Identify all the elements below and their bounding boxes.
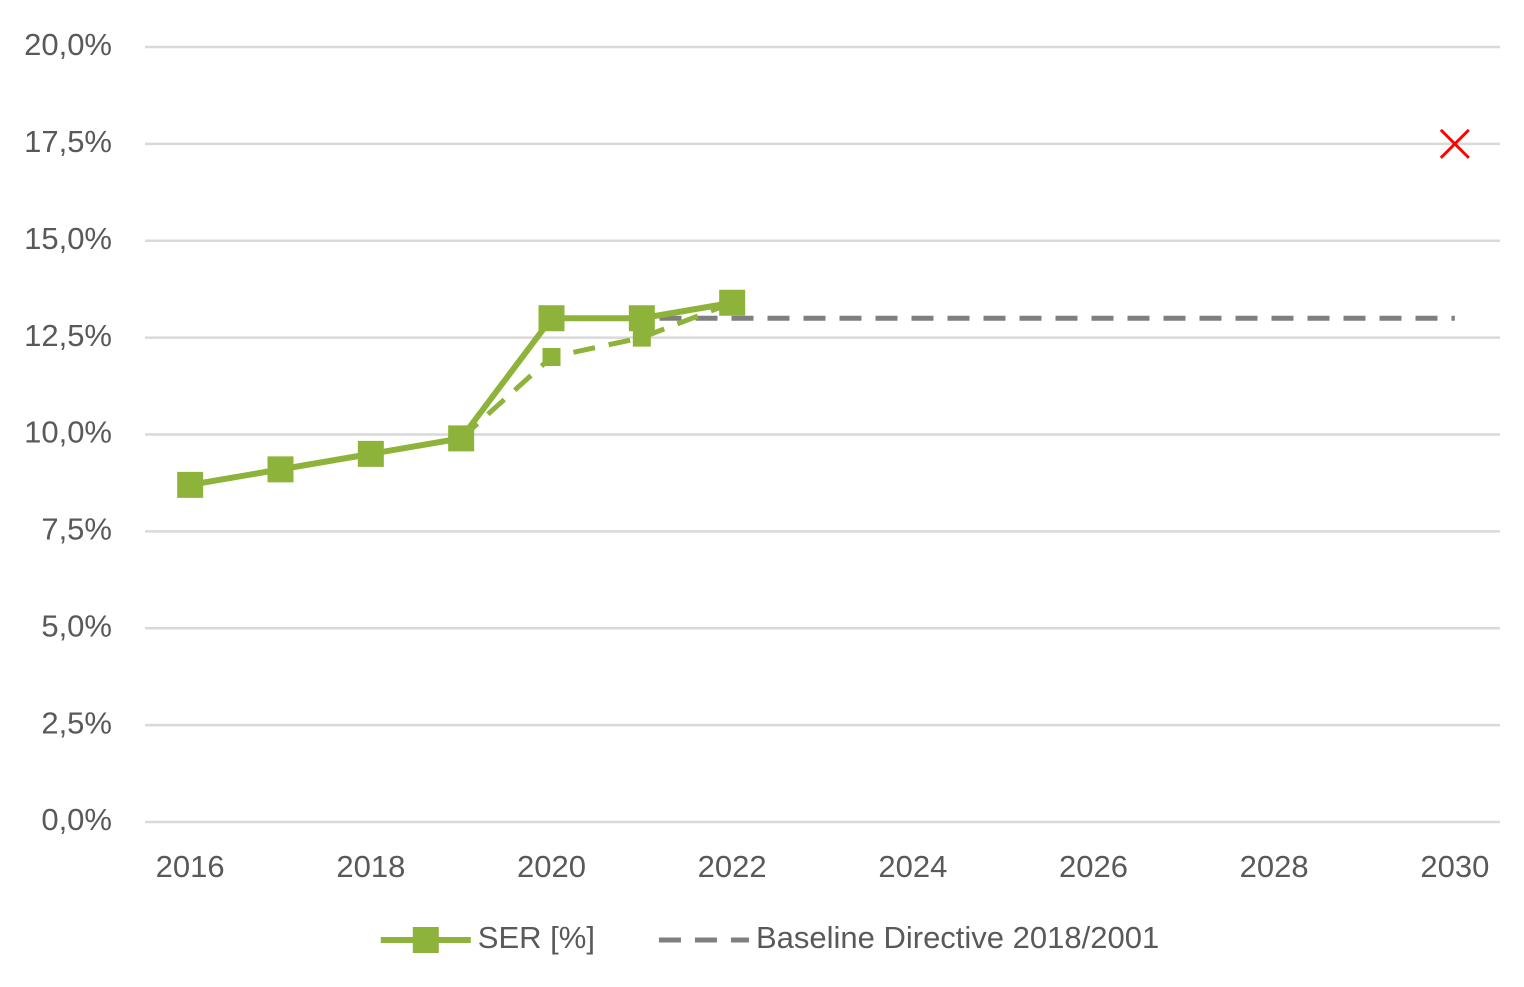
x-tick-label: 2024 — [878, 849, 947, 884]
x-tick-label: 2020 — [517, 849, 586, 884]
legend-label: Baseline Directive 2018/2001 — [756, 920, 1159, 955]
marker — [448, 425, 475, 452]
y-tick-label: 10,0% — [24, 415, 112, 450]
legend-item: Baseline Directive 2018/2001 — [658, 920, 1159, 955]
series-line — [459, 300, 734, 441]
y-tick-label: 2,5% — [41, 705, 112, 740]
legend-marker — [412, 927, 439, 953]
marker — [1439, 128, 1470, 159]
cross-stroke — [1439, 128, 1470, 159]
marker — [267, 456, 294, 483]
marker — [628, 305, 655, 332]
y-tick-label: 0,0% — [41, 802, 112, 837]
x-tick-label: 2028 — [1240, 849, 1309, 884]
legend-label: SER [%] — [478, 920, 595, 955]
x-tick-label: 2022 — [698, 849, 767, 884]
marker — [632, 328, 651, 347]
legend: SER [%] Baseline Directive 2018/2001 — [380, 920, 1159, 955]
y-tick-label: 12,5% — [24, 318, 112, 353]
x-tick-label: 2016 — [156, 849, 225, 884]
marker — [542, 348, 561, 366]
y-tick-label: 7,5% — [41, 512, 112, 547]
marker — [177, 471, 204, 498]
x-tick-label: 2018 — [336, 849, 405, 884]
y-tick-label: 15,0% — [24, 221, 112, 256]
marker — [357, 440, 384, 467]
x-tick-label: 2030 — [1420, 849, 1489, 884]
x-tick-label: 2026 — [1059, 849, 1128, 884]
marker — [719, 289, 746, 316]
legend-item: SER [%] — [380, 920, 595, 955]
y-tick-label: 5,0% — [41, 608, 112, 643]
y-tick-label: 17,5% — [24, 124, 112, 159]
marker — [538, 305, 565, 332]
y-tick-label: 20,0% — [24, 27, 112, 62]
